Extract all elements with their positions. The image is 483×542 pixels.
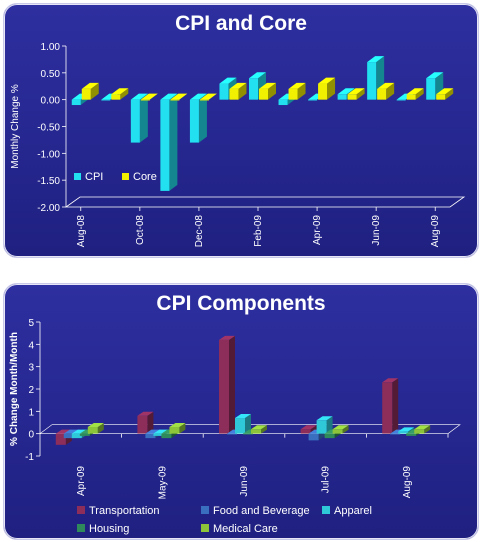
chart-panel-cpi-components (3, 283, 479, 540)
y-axis-label: % Change Month/Month (9, 332, 20, 446)
legend-swatch (77, 506, 85, 514)
chart-title: CPI and Core (175, 12, 307, 35)
x-tick-label: Apr-09 (76, 466, 87, 496)
bar-core (111, 88, 129, 100)
legend-label: Transportation (89, 505, 160, 517)
x-tick-label: Aug-08 (76, 215, 87, 248)
bar-core (288, 82, 306, 100)
bar-core (259, 82, 276, 100)
bar-medical-care (169, 422, 186, 434)
x-tick-label: Aug-09 (402, 466, 413, 499)
bar-core (81, 82, 99, 100)
y-tick-label: 0 (28, 430, 34, 441)
bar-cpi (189, 93, 207, 143)
chart-panel-cpi-core (3, 3, 479, 258)
chart-title: CPI Components (156, 292, 325, 315)
bar-medical-care (332, 425, 349, 434)
y-tick-label: 0.00 (41, 96, 61, 107)
y-tick-label: 2 (28, 385, 34, 396)
bar-core (199, 93, 217, 101)
x-tick-label: Dec-08 (194, 215, 205, 248)
legend-swatch (322, 506, 330, 514)
legend-swatch (201, 506, 209, 514)
legend-label: CPI (85, 171, 103, 183)
bar-apparel (316, 416, 333, 434)
bar-core (347, 88, 365, 100)
bar-cpi (130, 93, 148, 143)
x-tick-label: Apr-09 (312, 215, 323, 245)
bar-transportation (137, 411, 154, 434)
y-tick-label: 1.00 (41, 42, 61, 53)
legend-swatch (122, 173, 129, 180)
y-tick-label: -0.50 (37, 123, 60, 134)
bar-cpi (160, 93, 178, 191)
floor-outline (64, 196, 466, 208)
y-tick-label: 5 (28, 318, 34, 329)
x-tick-label: Feb-09 (253, 215, 264, 247)
bar-core (318, 77, 336, 100)
legend-label: Medical Care (213, 523, 278, 535)
y-tick-label: 3 (28, 363, 34, 374)
y-tick-label: 1 (28, 407, 34, 418)
y-tick-label: 4 (28, 340, 34, 351)
legend-swatch (77, 524, 85, 532)
x-tick-label: Jun-09 (239, 466, 250, 497)
bar-transportation (382, 378, 399, 434)
bar-transportation (219, 335, 235, 434)
x-tick-label: Jul-09 (321, 466, 332, 494)
bar-core (229, 82, 247, 100)
x-tick-label: Oct-08 (135, 215, 146, 245)
bar-medical-care (414, 425, 431, 434)
legend-label: Housing (89, 523, 129, 535)
x-tick-label: Jun-09 (371, 215, 382, 246)
y-tick-label: -1 (25, 452, 34, 463)
y-tick-label: -2.00 (37, 203, 60, 214)
legend-label: Core (133, 171, 157, 183)
legend-swatch (201, 524, 209, 532)
bar-core (377, 82, 395, 100)
y-axis-label: Monthly Change % (10, 84, 21, 169)
x-tick-label: May-09 (157, 466, 168, 500)
x-tick-label: Aug-09 (430, 215, 441, 248)
y-tick-label: 0.50 (41, 69, 61, 80)
bar-medical-care (251, 425, 267, 434)
bar-core (436, 88, 454, 100)
y-tick-label: -1.00 (37, 149, 60, 160)
bar-apparel (235, 414, 251, 434)
bar-core (170, 93, 188, 101)
legend-label: Food and Beverage (213, 505, 310, 517)
bar-core (140, 93, 158, 101)
legend-label: Apparel (334, 505, 372, 517)
bar-medical-care (87, 422, 104, 434)
bar-core (406, 88, 424, 100)
legend-swatch (74, 173, 81, 180)
y-tick-label: -1.50 (37, 176, 60, 187)
